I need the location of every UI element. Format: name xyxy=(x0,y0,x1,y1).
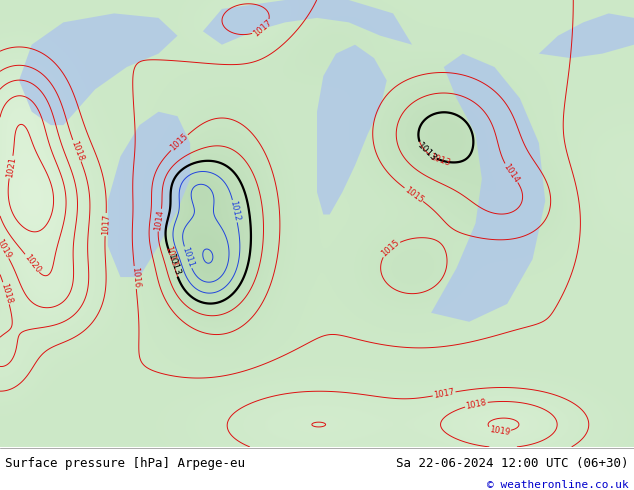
Text: 1017: 1017 xyxy=(252,18,273,39)
Text: 1013: 1013 xyxy=(415,141,438,163)
Polygon shape xyxy=(108,112,190,277)
Text: 1014: 1014 xyxy=(153,209,165,231)
Text: 1015: 1015 xyxy=(403,185,425,204)
Text: Sa 22-06-2024 12:00 UTC (06+30): Sa 22-06-2024 12:00 UTC (06+30) xyxy=(396,457,629,470)
Text: 1014: 1014 xyxy=(501,162,521,184)
Text: 1012: 1012 xyxy=(228,200,242,222)
Polygon shape xyxy=(203,0,412,45)
Polygon shape xyxy=(19,13,178,125)
Text: 1018: 1018 xyxy=(69,139,85,162)
Text: 1017: 1017 xyxy=(101,214,111,235)
Text: 1015: 1015 xyxy=(169,132,190,153)
Polygon shape xyxy=(539,13,634,58)
Text: 1019: 1019 xyxy=(489,425,510,437)
Text: 1015: 1015 xyxy=(380,238,401,259)
Text: 1017: 1017 xyxy=(433,388,455,400)
Polygon shape xyxy=(431,53,545,322)
Text: 1018: 1018 xyxy=(465,397,488,411)
Text: 1016: 1016 xyxy=(130,267,141,289)
Text: © weatheronline.co.uk: © weatheronline.co.uk xyxy=(487,480,629,490)
Text: 1019: 1019 xyxy=(0,237,12,260)
Text: 1013: 1013 xyxy=(429,152,452,168)
Text: 1013: 1013 xyxy=(166,252,181,277)
Text: 1020: 1020 xyxy=(22,252,42,274)
Text: 1013: 1013 xyxy=(164,245,179,268)
Text: 1021: 1021 xyxy=(5,156,17,178)
Text: 1011: 1011 xyxy=(180,246,195,269)
Polygon shape xyxy=(317,45,387,215)
Text: Surface pressure [hPa] Arpege-eu: Surface pressure [hPa] Arpege-eu xyxy=(5,457,245,470)
Text: 1018: 1018 xyxy=(0,282,13,305)
